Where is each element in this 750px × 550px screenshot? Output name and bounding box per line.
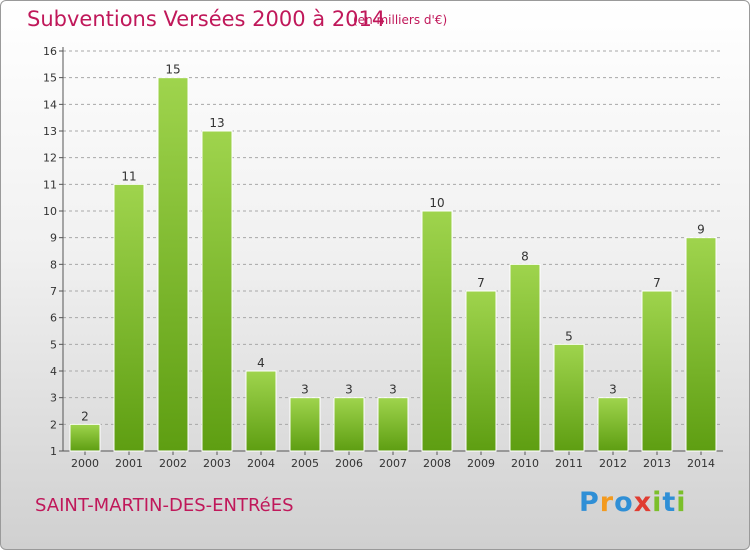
bar [201, 130, 233, 452]
y-tick-label: 12 [43, 152, 57, 165]
y-tick-label: 15 [43, 72, 57, 85]
bar [465, 290, 497, 452]
bar [553, 343, 585, 452]
bar-value-label: 8 [521, 249, 529, 263]
bar-value-label: 13 [209, 116, 224, 130]
proxiti-logo[interactable]: Proxiti [579, 487, 687, 518]
y-tick-label: 6 [50, 312, 57, 325]
bar [421, 210, 453, 452]
x-tick-label: 2004 [247, 457, 275, 470]
unit-note: (en milliers d'€) [353, 13, 448, 27]
bar-value-label: 9 [697, 223, 705, 237]
bar [69, 423, 101, 452]
bar [289, 397, 321, 452]
bar [245, 370, 277, 452]
logo-letter: i [676, 487, 687, 518]
x-tick-label: 2010 [511, 457, 539, 470]
bar-value-label: 7 [653, 276, 661, 290]
y-tick-label: 13 [43, 125, 57, 138]
bar-value-label: 5 [565, 329, 573, 343]
bar-value-label: 2 [81, 409, 89, 423]
bar-value-label: 15 [165, 63, 180, 77]
y-tick-label: 11 [43, 178, 57, 191]
x-tick-label: 2001 [115, 457, 143, 470]
bar [641, 290, 673, 452]
bar-value-label: 7 [477, 276, 485, 290]
logo-letter: t [662, 487, 677, 518]
y-tick-label: 2 [50, 418, 57, 431]
commune-name: SAINT-MARTIN-DES-ENTRéES [35, 495, 294, 516]
logo-letter: x [633, 487, 653, 518]
bar-value-label: 10 [429, 196, 444, 210]
bar [509, 263, 541, 452]
bar-value-label: 4 [257, 356, 265, 370]
y-tick-label: 14 [43, 98, 57, 111]
logo-letter: P [579, 487, 600, 518]
x-tick-label: 2000 [71, 457, 99, 470]
bar-value-label: 3 [345, 383, 353, 397]
y-tick-label: 5 [50, 338, 57, 351]
x-tick-label: 2009 [467, 457, 495, 470]
logo-letter: i [652, 487, 663, 518]
bar-value-label: 3 [389, 383, 397, 397]
x-tick-label: 2011 [555, 457, 583, 470]
chart-title: Subventions Versées 2000 à 2014 [27, 7, 386, 31]
y-tick-label: 7 [50, 285, 57, 298]
y-tick-label: 1 [50, 445, 57, 458]
bar [333, 397, 365, 452]
x-tick-label: 2005 [291, 457, 319, 470]
y-tick-label: 10 [43, 205, 57, 218]
bar-value-label: 3 [301, 383, 309, 397]
bar-value-label: 11 [121, 169, 136, 183]
logo-letter: o [614, 487, 634, 518]
y-tick-label: 9 [50, 232, 57, 245]
x-tick-label: 2014 [687, 457, 715, 470]
x-tick-label: 2012 [599, 457, 627, 470]
y-tick-label: 8 [50, 258, 57, 271]
bar [157, 77, 189, 452]
y-tick-label: 16 [43, 45, 57, 58]
x-tick-label: 2002 [159, 457, 187, 470]
x-tick-label: 2008 [423, 457, 451, 470]
y-tick-label: 3 [50, 392, 57, 405]
bar [685, 237, 717, 452]
bar [113, 183, 145, 452]
bar [597, 397, 629, 452]
x-tick-label: 2007 [379, 457, 407, 470]
y-tick-label: 4 [50, 365, 57, 378]
bar [377, 397, 409, 452]
x-tick-label: 2013 [643, 457, 671, 470]
logo-letter: r [599, 487, 615, 518]
x-tick-label: 2006 [335, 457, 363, 470]
bar-value-label: 3 [609, 383, 617, 397]
x-tick-label: 2003 [203, 457, 231, 470]
